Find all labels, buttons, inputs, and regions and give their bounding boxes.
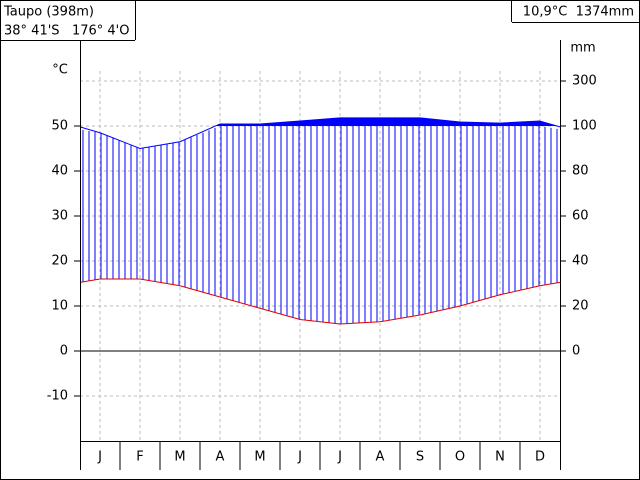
y2-tick-label: 20 bbox=[572, 299, 589, 314]
y-tick-label: 30 bbox=[51, 209, 68, 224]
x-tick-label: J bbox=[337, 450, 342, 465]
curve-edge bbox=[79, 278, 101, 283]
y-tick-label: 10 bbox=[51, 299, 68, 314]
x-tick-label: N bbox=[495, 450, 505, 465]
x-tick-label: J bbox=[97, 450, 102, 465]
x-tick-label: D bbox=[535, 450, 545, 465]
y-tick-label: -10 bbox=[47, 389, 68, 404]
x-tick-label: F bbox=[136, 450, 143, 465]
summary: 10,9°C 1374mm bbox=[523, 5, 634, 20]
y-axis-label: °C bbox=[52, 63, 68, 78]
title: Taupo (398m) bbox=[3, 5, 94, 20]
x-tick-label: S bbox=[416, 450, 424, 465]
curve-edge bbox=[539, 281, 561, 287]
y2-tick-label: 60 bbox=[572, 209, 589, 224]
y-tick-label: 50 bbox=[51, 119, 68, 134]
subtitle: 38° 41'S 176° 4'O bbox=[4, 24, 129, 39]
y-tick-label: 0 bbox=[60, 344, 68, 359]
y2-tick-label: 40 bbox=[572, 254, 589, 269]
y-tick-label: 40 bbox=[51, 164, 68, 179]
series-line bbox=[99, 117, 541, 150]
y2-axis-label: mm bbox=[570, 41, 595, 56]
x-tick-label: J bbox=[297, 450, 302, 465]
x-tick-label: A bbox=[216, 450, 225, 465]
curve-edge bbox=[79, 126, 101, 134]
y-tick-label: 20 bbox=[51, 254, 68, 269]
x-tick-label: M bbox=[254, 450, 265, 465]
curve-edge bbox=[539, 120, 561, 128]
x-tick-label: A bbox=[376, 450, 385, 465]
x-tick-label: M bbox=[174, 450, 185, 465]
y2-tick-label: 300 bbox=[572, 74, 597, 89]
y2-tick-label: 0 bbox=[572, 344, 580, 359]
x-tick-label: O bbox=[455, 450, 465, 465]
series-line bbox=[100, 278, 541, 325]
y2-tick-label: 100 bbox=[572, 119, 597, 134]
y2-tick-label: 80 bbox=[572, 164, 589, 179]
